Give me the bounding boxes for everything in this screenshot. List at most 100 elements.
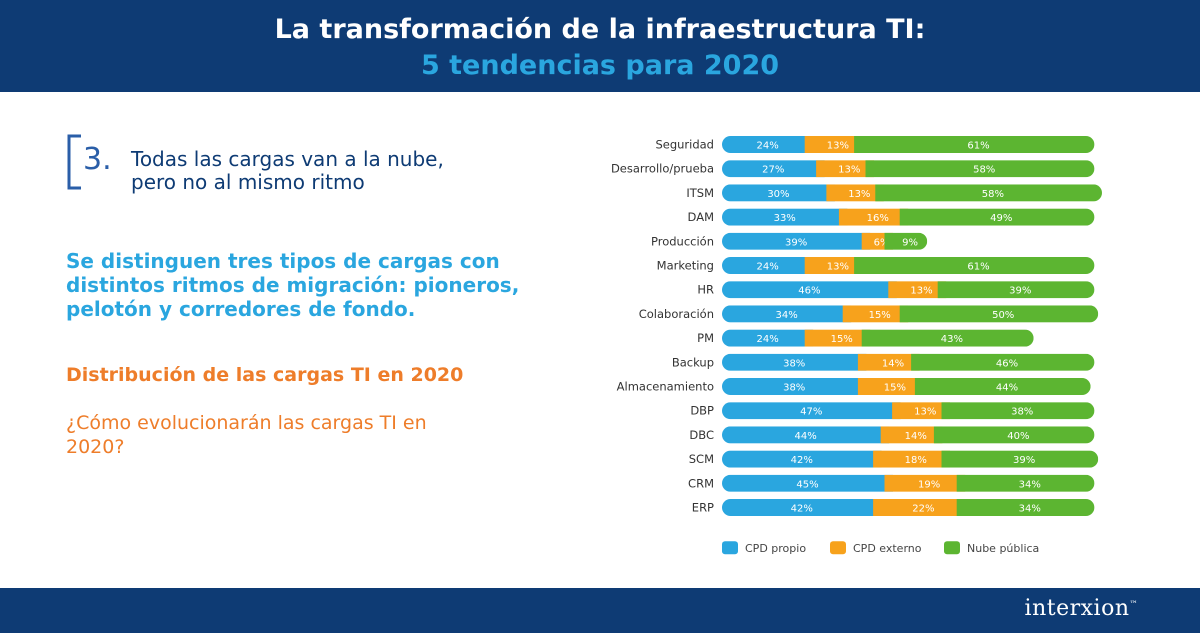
legend-label: CPD propio <box>745 542 806 555</box>
category-label: DAM <box>688 210 714 224</box>
category-label: ERP <box>692 501 714 515</box>
bar-segment-nube-publica <box>854 257 1095 274</box>
bar-segment-cpd-propio <box>722 426 890 444</box>
bar-segment-nube-publica <box>956 499 1095 516</box>
legend-swatch <box>944 541 960 555</box>
bar-segment-cpd-propio <box>722 378 867 395</box>
bar-segment-cpd-externo <box>857 378 924 395</box>
bar-segment-cpd-propio <box>722 402 901 420</box>
data-label: 46% <box>996 358 1018 369</box>
bar-segment-cpd-externo <box>873 450 950 468</box>
data-label: 58% <box>973 165 995 176</box>
data-label: 24% <box>756 141 778 152</box>
bar-segment-nube-publica <box>937 281 1095 299</box>
interxion-logo: interxion™ <box>1025 596 1138 621</box>
category-label: ITSM <box>686 186 714 200</box>
header-banner: La transformación de la infraestructura … <box>0 0 1200 92</box>
bar-segment-nube-publica <box>956 474 1095 492</box>
category-label: Producción <box>651 234 714 248</box>
data-label: 39% <box>1009 286 1031 297</box>
data-label: 13% <box>848 189 870 200</box>
bar-segment-nube-publica <box>914 378 1091 395</box>
data-label: 42% <box>791 504 813 515</box>
bar-segment-cpd-externo <box>892 402 950 420</box>
bar-segment-cpd-externo <box>888 281 947 299</box>
data-label: 14% <box>882 358 904 369</box>
bar-segment-cpd-propio <box>722 329 814 347</box>
data-label: 9% <box>902 237 918 248</box>
data-label: 39% <box>1013 455 1035 466</box>
bar-segment-cpd-externo <box>880 426 943 444</box>
bar-segment-cpd-propio <box>722 257 814 274</box>
category-label: Almacenamiento <box>617 380 714 394</box>
trend-heading-line1: Todas las cargas van a la nube, <box>131 147 444 171</box>
bar-segment-cpd-propio <box>722 232 871 250</box>
data-label: 58% <box>982 189 1004 200</box>
bar-segment-nube-publica <box>861 329 1034 347</box>
bar-segment-nube-publica <box>875 184 1102 202</box>
data-label: 13% <box>914 407 936 418</box>
data-label: 38% <box>1011 407 1033 418</box>
data-label: 44% <box>996 383 1018 394</box>
bar-segment-cpd-propio <box>722 184 835 202</box>
data-label: 15% <box>884 383 906 394</box>
data-label: 42% <box>791 455 813 466</box>
bar-segment-nube-publica <box>884 232 928 250</box>
legend-label: Nube pública <box>967 542 1039 555</box>
data-label: 6% <box>874 237 890 248</box>
data-label: 45% <box>796 479 818 490</box>
bar-segment-nube-publica <box>854 136 1095 153</box>
trend-heading-line2: pero no al mismo ritmo <box>131 170 365 194</box>
data-label: 34% <box>775 310 797 321</box>
footer-banner: interxion™ <box>0 588 1200 633</box>
data-label: 27% <box>762 165 784 176</box>
trend-number: 3. <box>83 142 112 177</box>
category-label: Seguridad <box>655 138 714 152</box>
data-label: 39% <box>785 237 807 248</box>
data-label: 30% <box>767 189 789 200</box>
bar-segment-cpd-propio <box>722 305 852 323</box>
bar-segment-nube-publica <box>899 305 1099 323</box>
bar-segment-cpd-externo <box>873 499 966 516</box>
bar-segment-cpd-externo <box>857 353 920 371</box>
bar-segment-nube-publica <box>865 160 1095 178</box>
bar-segment-cpd-externo <box>816 160 874 178</box>
bar-segment-cpd-externo <box>804 257 863 274</box>
category-label: Backup <box>672 355 714 369</box>
bar-segment-nube-publica <box>911 353 1095 371</box>
category-label: DBP <box>690 404 714 418</box>
category-label: Desarrollo/prueba <box>611 162 714 176</box>
bar-segment-cpd-propio <box>722 450 882 468</box>
category-label: Marketing <box>657 259 714 273</box>
data-label: 14% <box>905 431 927 442</box>
bar-segment-cpd-propio <box>722 499 882 516</box>
bar-segment-cpd-externo <box>804 136 863 153</box>
data-label: 34% <box>1019 479 1041 490</box>
page-title: La transformación de la infraestructura … <box>274 14 926 45</box>
bar-segment-cpd-propio <box>722 136 814 153</box>
question-text: ¿Cómo evolucionarán las cargas TI en 202… <box>66 412 427 458</box>
bar-segment-nube-publica <box>899 208 1095 226</box>
data-label: 43% <box>941 334 963 345</box>
bar-segment-cpd-externo <box>838 208 909 226</box>
category-label: HR <box>697 283 714 297</box>
bar-segment-cpd-propio <box>722 208 848 226</box>
data-label: 13% <box>910 286 932 297</box>
data-label: 44% <box>794 431 816 442</box>
lead-text: Se distinguen tres tipos de cargas con d… <box>66 249 520 321</box>
data-label: 50% <box>992 310 1014 321</box>
bar-segment-cpd-propio <box>722 281 897 299</box>
bar-segment-cpd-propio <box>722 474 893 492</box>
data-label: 61% <box>967 141 989 152</box>
data-label: 46% <box>798 286 820 297</box>
bar-segment-cpd-externo <box>804 329 871 347</box>
data-label: 16% <box>867 213 889 224</box>
data-label: 22% <box>912 504 934 515</box>
data-label: 15% <box>831 334 853 345</box>
bar-segment-nube-publica <box>941 450 1099 468</box>
bar-segment-nube-publica <box>941 402 1095 420</box>
data-label: 13% <box>838 165 860 176</box>
data-label: 24% <box>756 262 778 273</box>
section-title: Distribución de las cargas TI en 2020 <box>66 364 464 386</box>
trend-number-badge: 3. <box>67 134 115 190</box>
